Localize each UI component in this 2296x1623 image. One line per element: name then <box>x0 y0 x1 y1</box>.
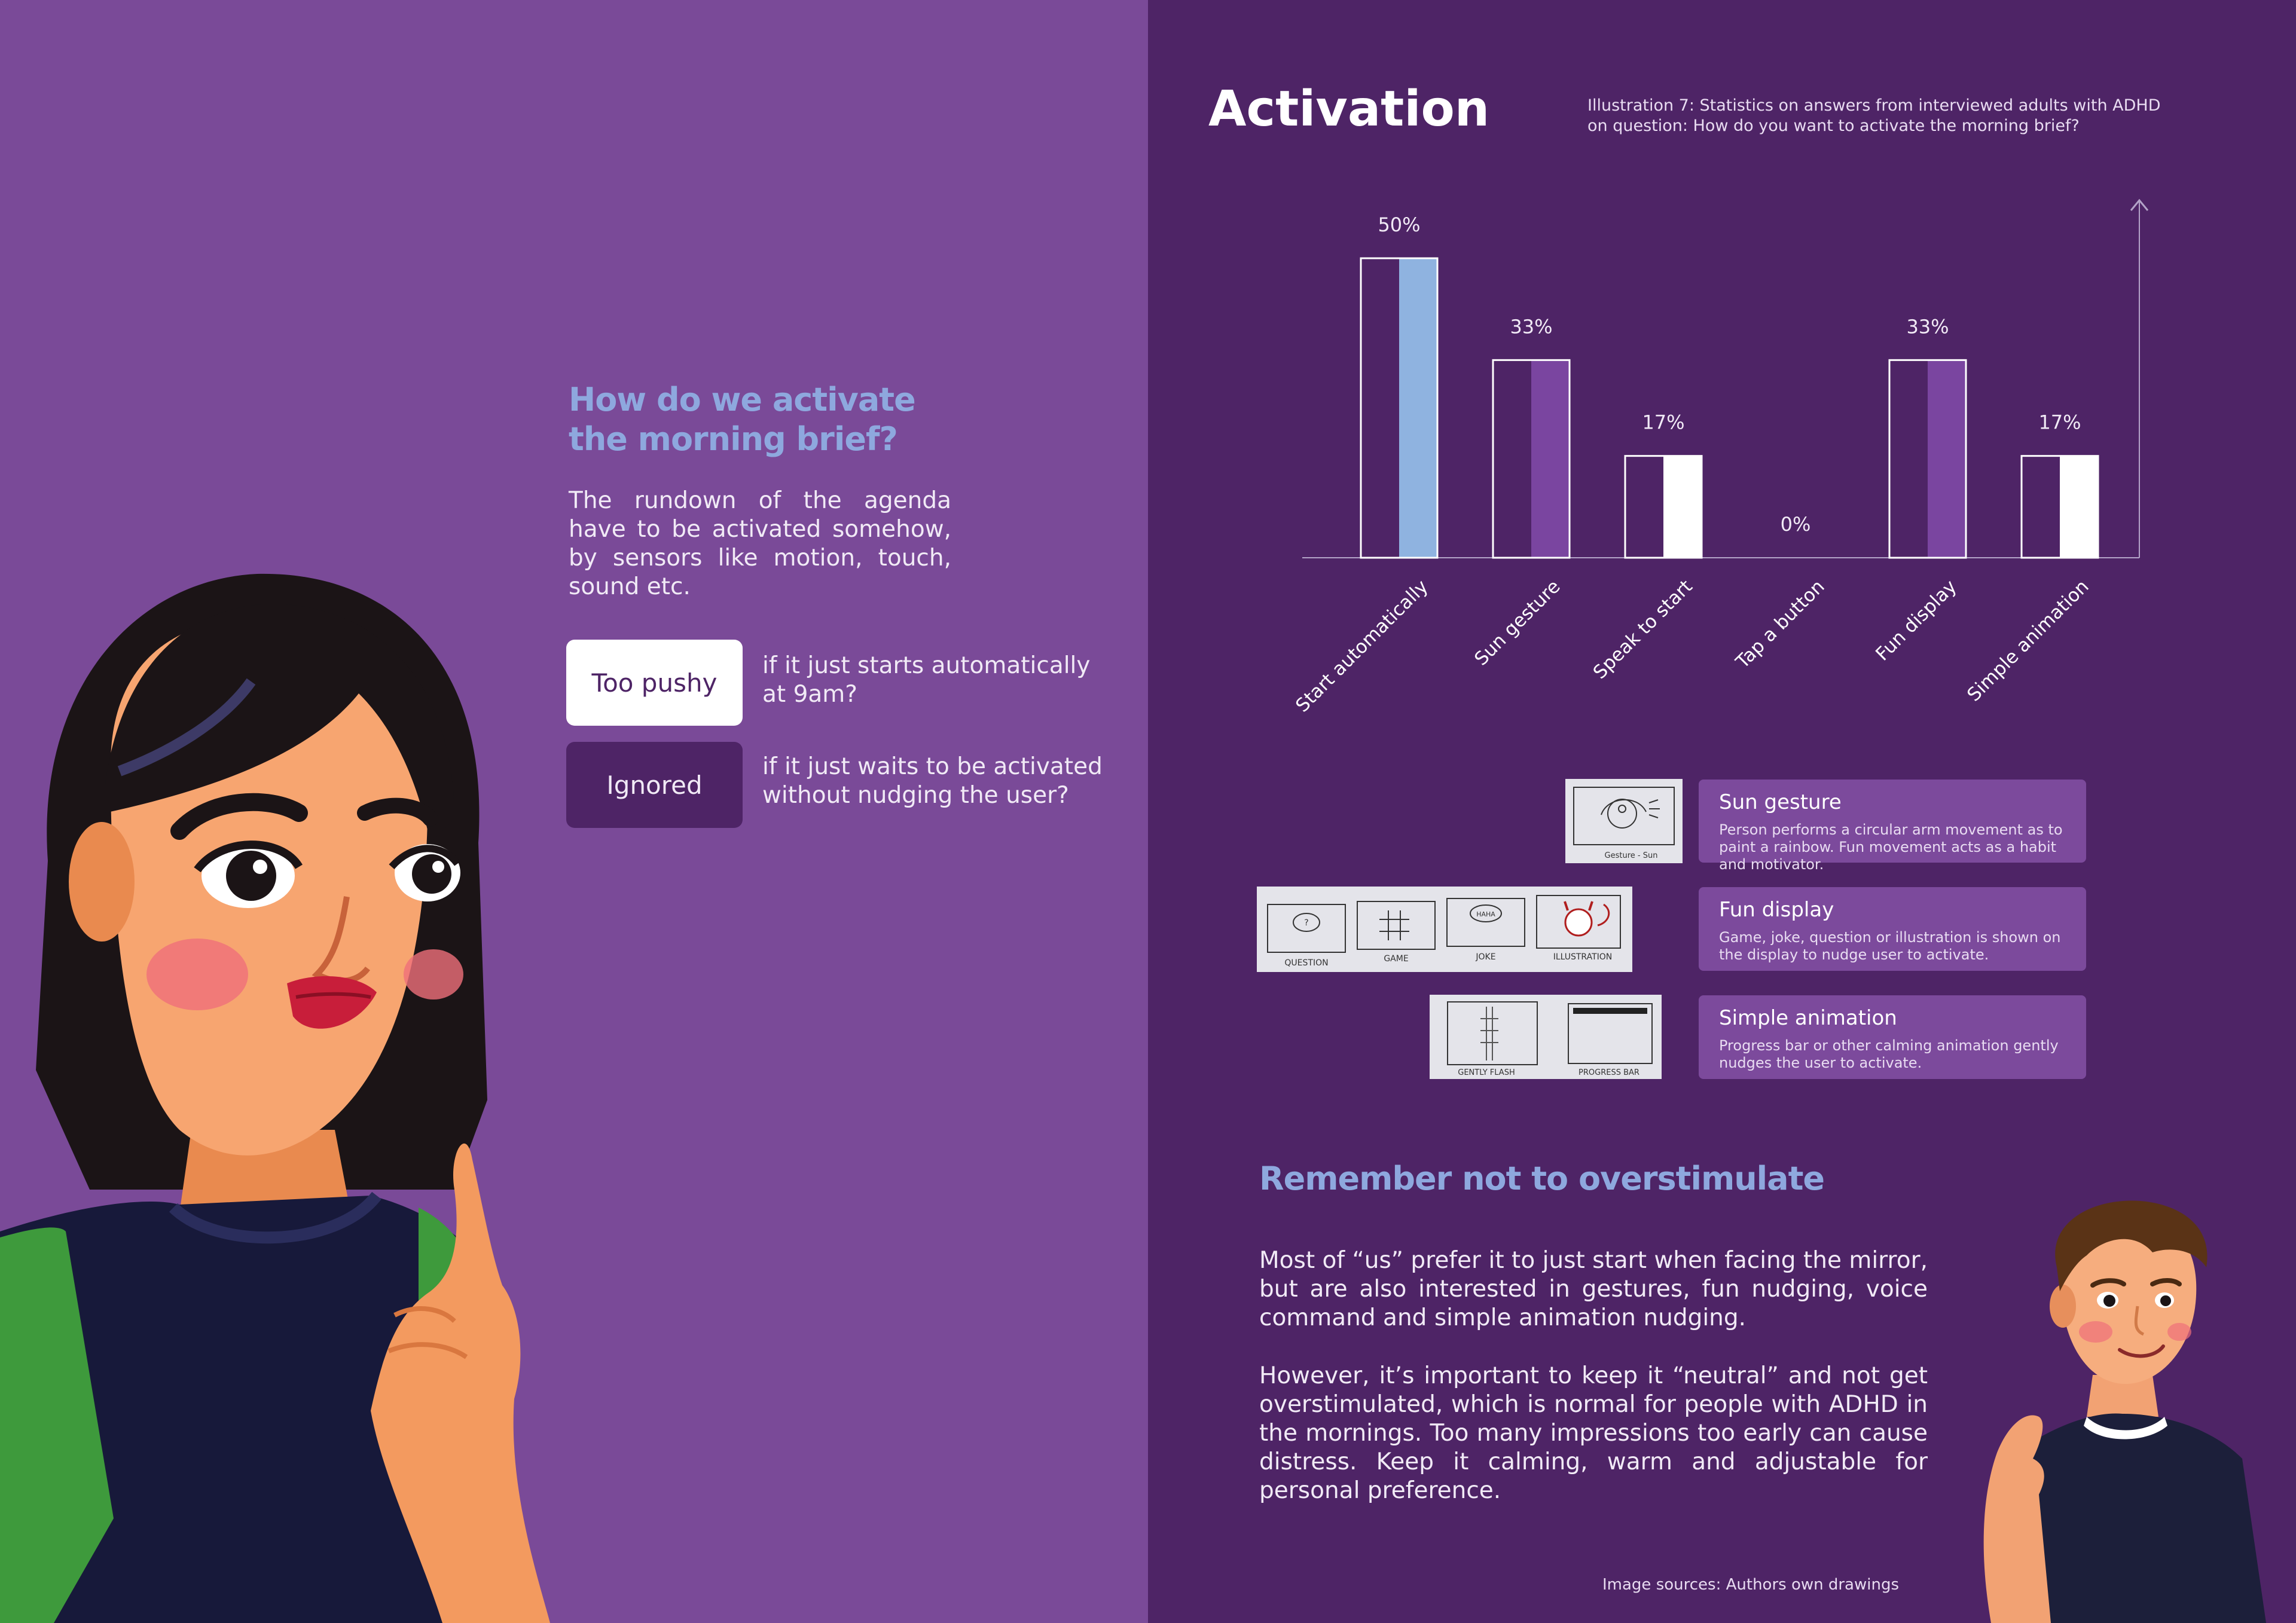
bar-start-automatically <box>1360 257 1439 559</box>
bar-fill-fun-display <box>1928 360 1966 558</box>
value-label-speak-to-start: 17% <box>1642 411 1684 434</box>
page-title: Activation <box>1208 81 1490 137</box>
category-label-speak-to-start: Speak to start <box>1589 576 1697 683</box>
reminder-paragraph-2: However, it’s important to keep it “neut… <box>1259 1362 1928 1504</box>
bar-fill-simple-animation <box>2060 456 2098 558</box>
category-label-sun-gesture: Sun gesture <box>1470 576 1564 670</box>
bar-fill-speak-to-start <box>1663 456 1702 558</box>
sun-gesture-card-title: Sun gesture <box>1719 790 1842 814</box>
reminder-paragraph-1: Most of “us” prefer it to just start whe… <box>1259 1247 1928 1331</box>
category-label-simple-animation: Simple animation <box>1963 576 2093 705</box>
simple-animation-sketch: GENTLY FLASH PROGRESS BAR <box>1430 995 1662 1079</box>
bar-sun-gesture <box>1492 359 1571 559</box>
anim-sketch-label-flash: GENTLY FLASH <box>1458 1068 1515 1077</box>
right-page: Activation Illustration 7: Statistics on… <box>1148 0 2296 1623</box>
activation-bar-chart: 50% Start automatically 33% Sun gesture 17% S… <box>1292 198 2149 717</box>
chart-axis-arrow <box>2130 198 2149 211</box>
too-pushy-pill: Too pushy <box>566 640 743 726</box>
ignored-desc: if it just waits to be activated without… <box>762 753 1103 809</box>
bar-simple-animation <box>2020 455 2099 559</box>
fun-sketch-label-game: GAME <box>1384 954 1408 964</box>
fun-display-card-desc: Game, joke, question or illustration is … <box>1719 929 2061 963</box>
fun-display-drawing: ? HAHA QUESTION GAME JOKE ILLUSTRATION <box>1267 895 1621 968</box>
too-pushy-label: Too pushy <box>591 668 718 698</box>
sun-gesture-sketch-label: Gesture - Sun <box>1605 851 1658 860</box>
left-heading: How do we activate the morning brief? <box>569 381 916 458</box>
value-label-start-automatically: 50% <box>1378 213 1420 236</box>
bar-fun-display <box>1888 359 1967 559</box>
sun-gesture-card: Sun gesture Person performs a circular a… <box>1699 780 2086 873</box>
man-illustration <box>1983 1200 2266 1623</box>
fun-display-card-title: Fun display <box>1719 898 1834 922</box>
fun-display-card: Fun display Game, joke, question or illu… <box>1699 887 2086 971</box>
sun-gesture-card-desc: Person performs a circular arm movement … <box>1719 821 2063 873</box>
joke-bubble-label: HAHA <box>1476 910 1495 918</box>
image-sources: Image sources: Authors own drawings <box>1602 1576 1900 1594</box>
anim-sketch-label-progress: PROGRESS BAR <box>1578 1068 1639 1077</box>
ignored-pill: Ignored <box>566 742 743 828</box>
svg-text:?: ? <box>1304 918 1308 928</box>
too-pushy-desc: if it just starts automatically at 9am? <box>762 652 1091 708</box>
value-label-fun-display: 33% <box>1906 315 1949 338</box>
bar-fill-start-automatically <box>1399 258 1437 558</box>
bar-speak-to-start <box>1624 455 1703 559</box>
bar-fill-sun-gesture <box>1531 360 1570 558</box>
fun-sketch-label-illustration: ILLUSTRATION <box>1553 952 1613 962</box>
illustration-caption: Illustration 7: Statistics on answers fr… <box>1587 96 2161 135</box>
ignored-label: Ignored <box>606 770 703 800</box>
category-label-tap-a-button: Tap a button <box>1732 576 1829 673</box>
sun-gesture-sketch: Gesture - Sun <box>1565 779 1683 863</box>
simple-animation-card: Simple animation Progress bar or other c… <box>1699 995 2086 1079</box>
intro-text: The rundown of the agenda have to be act… <box>569 487 951 600</box>
reminder-heading: Remember not to overstimulate <box>1259 1160 1825 1197</box>
fun-sketch-label-joke: JOKE <box>1475 952 1495 962</box>
fun-display-sketch: ? HAHA QUESTION GAME JOKE ILLUSTRATION <box>1257 887 1632 972</box>
simple-animation-drawing: GENTLY FLASH PROGRESS BAR <box>1447 1001 1653 1077</box>
value-label-simple-animation: 17% <box>2038 411 2081 434</box>
sun-gesture-drawing: Gesture - Sun <box>1573 787 1675 860</box>
simple-animation-card-desc: Progress bar or other calming animation … <box>1719 1037 2059 1071</box>
woman-illustration <box>0 573 550 1623</box>
value-label-sun-gesture: 33% <box>1510 315 1552 338</box>
category-label-fun-display: Fun display <box>1871 576 1961 665</box>
value-label-tap-a-button: 0% <box>1781 513 1811 536</box>
category-label-start-automatically: Start automatically <box>1292 576 1432 716</box>
left-page: How do we activate the morning brief? Th… <box>0 0 1148 1623</box>
simple-animation-card-title: Simple animation <box>1719 1006 1897 1030</box>
fun-sketch-label-question: QUESTION <box>1284 958 1328 968</box>
